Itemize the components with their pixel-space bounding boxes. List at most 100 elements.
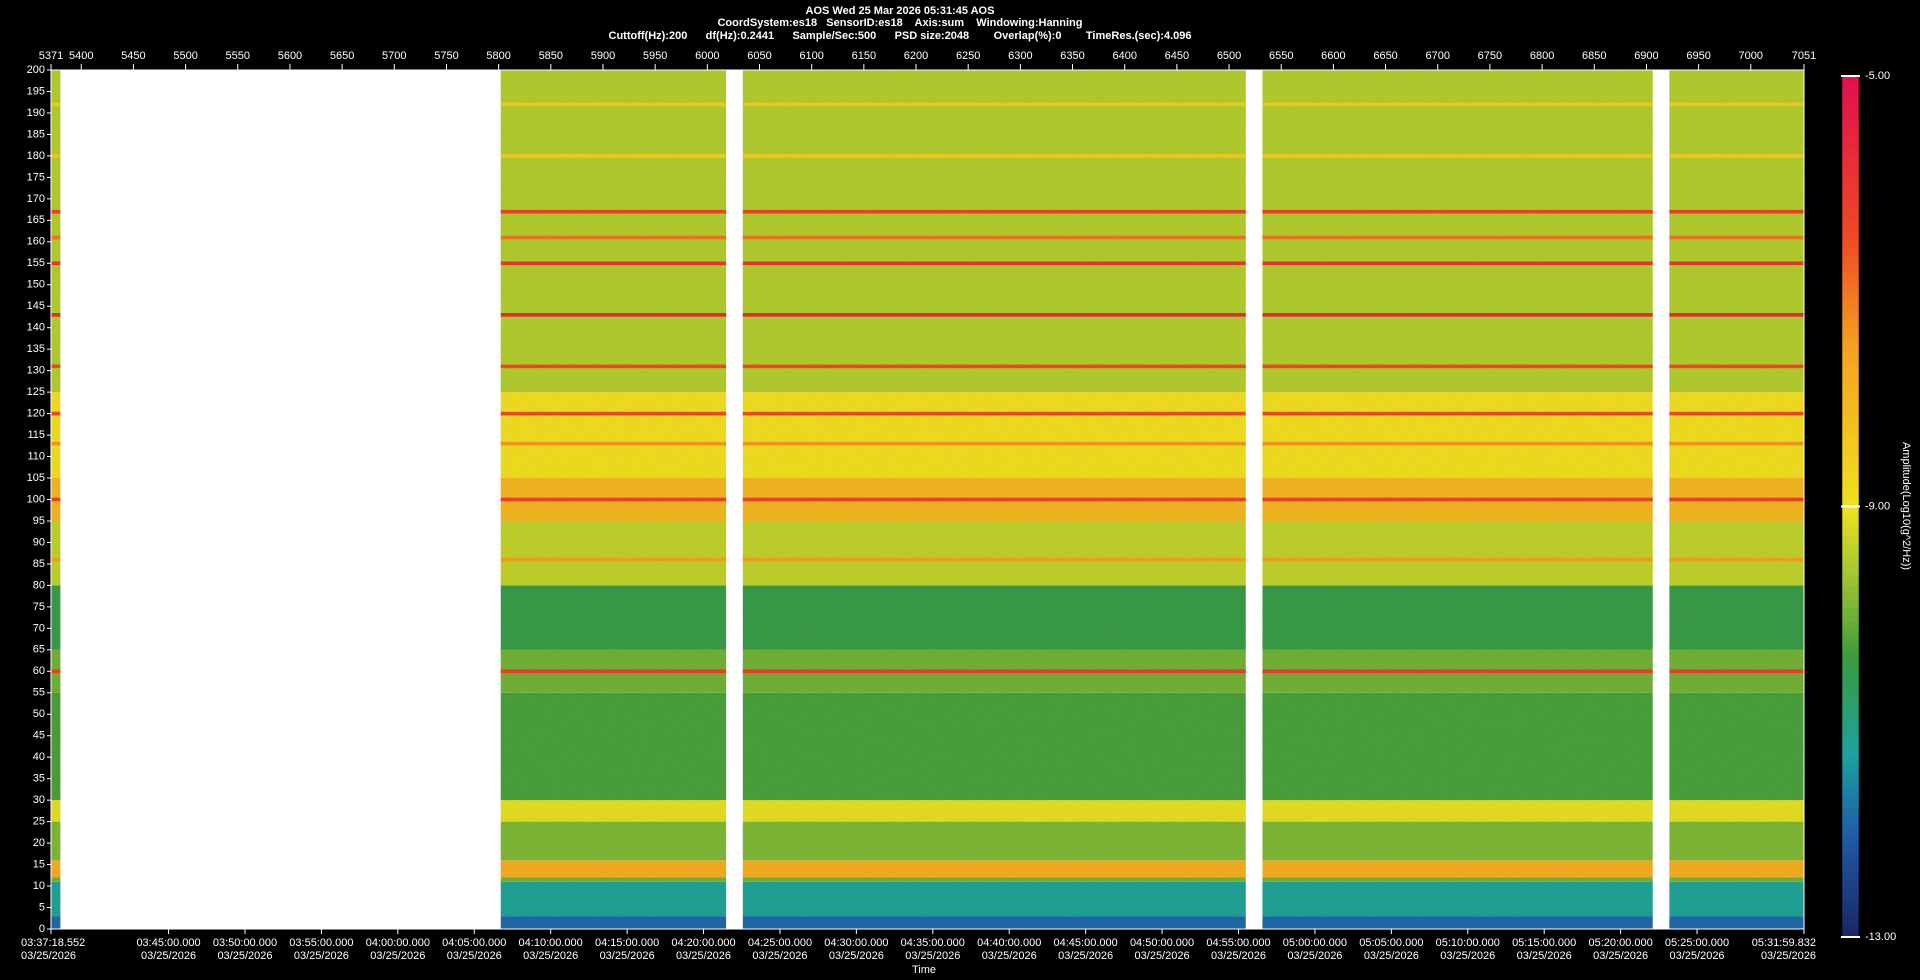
colorbar-step: [1842, 76, 1859, 84]
colorbar-step: [1842, 97, 1859, 106]
top-tick-label: 6650: [1373, 50, 1397, 62]
colorbar-step: [1842, 858, 1859, 866]
colorbar-step: [1842, 764, 1859, 773]
colorbar-step: [1842, 377, 1859, 386]
colorbar-step: [1842, 535, 1859, 543]
texture: [742, 70, 1246, 929]
top-tick-label: 6750: [1478, 50, 1502, 62]
colorbar-step: [1842, 721, 1859, 730]
top-tick-label: 6800: [1530, 50, 1554, 62]
colorbar-step: [1842, 829, 1859, 838]
x-tick-date: 03/25/2026: [1058, 950, 1113, 962]
colorbar-step: [1842, 441, 1859, 450]
top-tick-label: 6350: [1060, 50, 1084, 62]
x-tick-label: 04:20:00.000: [671, 937, 735, 949]
colorbar-step: [1842, 592, 1859, 601]
y-tick-label: 110: [27, 450, 45, 462]
colorbar-step: [1842, 413, 1859, 421]
colorbar-step: [1842, 901, 1859, 909]
colorbar-step: [1842, 434, 1859, 443]
x-tick-date: 03/25/2026: [1517, 950, 1572, 962]
colorbar-step: [1842, 771, 1859, 780]
y-tick-label: 105: [27, 472, 45, 484]
settings-line: Cuttoff(Hz):200 df(Hz):0.2441 Sample/Sec…: [609, 30, 1192, 42]
colorbar-step: [1842, 915, 1859, 924]
top-tick-label: 5750: [434, 50, 458, 62]
top-tick-label: 7051: [1792, 50, 1816, 62]
x-tick-date: 03/25/2026: [447, 950, 502, 962]
x-tick-label: 04:15:00.000: [595, 937, 659, 949]
colorbar-step: [1842, 398, 1859, 407]
y-tick-label: 5: [39, 901, 45, 913]
colorbar-step: [1842, 506, 1859, 515]
colorbar-step: [1842, 836, 1859, 845]
colorbar-step: [1842, 929, 1859, 938]
y-tick-label: 40: [33, 751, 45, 763]
x-tick-label: 04:40:00.000: [977, 937, 1041, 949]
colorbar-step: [1842, 628, 1859, 637]
top-tick-label: 5800: [486, 50, 510, 62]
top-tick-label: 6200: [904, 50, 928, 62]
x-tick-date: 03/25/2026: [523, 950, 578, 962]
y-tick-label: 130: [27, 365, 45, 377]
x-tick-date: 03/25/2026: [676, 950, 731, 962]
colorbar-step: [1842, 815, 1859, 823]
colorbar-step: [1842, 319, 1859, 328]
colorbar-step: [1842, 621, 1859, 630]
colorbar-step: [1842, 420, 1859, 429]
x-tick-label: 03:45:00.000: [136, 937, 200, 949]
top-tick-label: 5950: [643, 50, 667, 62]
x-tick-label: 04:05:00.000: [442, 937, 506, 949]
colorbar-step: [1842, 563, 1859, 572]
texture: [1669, 70, 1804, 929]
y-tick-label: 55: [33, 687, 45, 699]
colorbar-step: [1842, 470, 1859, 479]
colorbar-step: [1842, 499, 1859, 508]
colorbar-tick-label: -13.00: [1865, 931, 1896, 943]
top-tick-label: 6700: [1426, 50, 1450, 62]
colorbar-step: [1842, 477, 1859, 486]
y-tick-label: 45: [33, 730, 45, 742]
colorbar-step: [1842, 341, 1859, 350]
x-tick-label: 04:30:00.000: [824, 937, 888, 949]
top-tick-label: 6450: [1165, 50, 1189, 62]
colorbar-step: [1842, 119, 1859, 127]
colorbar-step: [1842, 176, 1859, 185]
x-tick-date: 03/25/2026: [1440, 950, 1495, 962]
texture: [51, 70, 61, 929]
top-tick-label: 6250: [956, 50, 980, 62]
colorbar-step: [1842, 284, 1859, 292]
x-tick-label: 04:10:00.000: [519, 937, 583, 949]
colorbar-step: [1842, 226, 1859, 235]
colorbar-step: [1842, 276, 1859, 285]
x-tick-label: 04:50:00.000: [1130, 937, 1194, 949]
colorbar-step: [1842, 212, 1859, 221]
colorbar-step: [1842, 750, 1859, 759]
colorbar-tick-label: -5.00: [1865, 70, 1890, 82]
colorbar-step: [1842, 147, 1859, 156]
colorbar-step: [1842, 104, 1859, 113]
colorbar-step: [1842, 599, 1859, 608]
data-segment: [1262, 70, 1653, 929]
colorbar-step: [1842, 693, 1859, 701]
colorbar-step: [1842, 556, 1859, 565]
colorbar-step: [1842, 262, 1859, 271]
x-axis-label: Time: [912, 964, 936, 976]
top-tick-label: 5900: [591, 50, 615, 62]
top-tick-label: 6300: [1008, 50, 1032, 62]
colorbar-step: [1842, 513, 1859, 522]
colorbar-step: [1842, 542, 1859, 551]
x-tick-date: 03/25/2026: [1135, 950, 1190, 962]
y-tick-label: 190: [27, 107, 45, 119]
colorbar-step: [1842, 685, 1859, 694]
colorbar-tick-label: -9.00: [1865, 500, 1890, 512]
y-tick-label: 50: [33, 708, 45, 720]
x-tick-label: 03:37:18.552: [21, 937, 85, 949]
colorbar-step: [1842, 635, 1859, 644]
x-tick-date: 03/25/2026: [1211, 950, 1266, 962]
colorbar-step: [1842, 291, 1859, 300]
x-tick-label: 05:25:00.000: [1665, 937, 1729, 949]
x-tick-label: 05:05:00.000: [1359, 937, 1423, 949]
colorbar-step: [1842, 872, 1859, 881]
